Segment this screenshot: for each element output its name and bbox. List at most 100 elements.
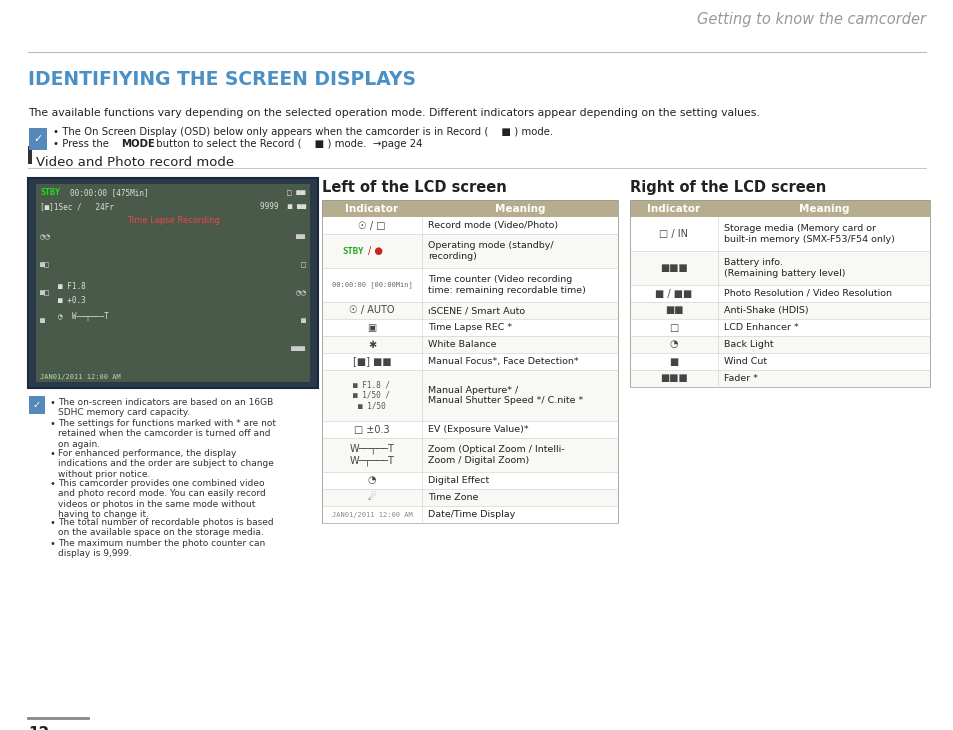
Bar bbox=[629, 251, 929, 285]
Text: IDENTIFIYING THE SCREEN DISPLAYS: IDENTIFIYING THE SCREEN DISPLAYS bbox=[28, 70, 416, 89]
Text: 00:00:00 [00:00Min]: 00:00:00 [00:00Min] bbox=[332, 282, 412, 288]
Text: ■: ■ bbox=[301, 316, 306, 325]
Text: □: □ bbox=[301, 260, 306, 269]
Text: ◔◔: ◔◔ bbox=[40, 232, 50, 241]
Text: Right of the LCD screen: Right of the LCD screen bbox=[629, 180, 825, 195]
Text: EV (Exposure Value)*: EV (Exposure Value)* bbox=[428, 425, 528, 434]
Text: 00:00:00 [475Min]: 00:00:00 [475Min] bbox=[70, 188, 149, 197]
Bar bbox=[322, 234, 618, 268]
Bar bbox=[322, 200, 618, 217]
Text: Meaning: Meaning bbox=[495, 204, 545, 213]
Text: The on-screen indicators are based on an 16GB
SDHC memory card capacity.: The on-screen indicators are based on an… bbox=[58, 398, 273, 418]
Bar bbox=[629, 200, 929, 387]
Text: ıSCENE / Smart Auto: ıSCENE / Smart Auto bbox=[428, 306, 524, 315]
Text: •: • bbox=[50, 479, 56, 489]
Text: •: • bbox=[50, 419, 56, 429]
Text: ■ F1.8 /
■ 1/50 /
■ 1/50: ■ F1.8 / ■ 1/50 / ■ 1/50 bbox=[354, 380, 390, 410]
Bar bbox=[322, 370, 618, 421]
Text: Operating mode (standby/
recording): Operating mode (standby/ recording) bbox=[428, 242, 553, 261]
Text: 9999  ■ ■■: 9999 ■ ■■ bbox=[259, 202, 306, 211]
Text: □ ±0.3: □ ±0.3 bbox=[354, 425, 390, 434]
Text: 12: 12 bbox=[28, 726, 50, 730]
Text: • The On Screen Display (OSD) below only appears when the camcorder is in Record: • The On Screen Display (OSD) below only… bbox=[53, 127, 553, 137]
Text: ■: ■ bbox=[40, 316, 45, 325]
Text: ■■: ■■ bbox=[295, 232, 306, 241]
Text: Photo Resolution / Video Resolution: Photo Resolution / Video Resolution bbox=[723, 289, 891, 298]
Text: Date/Time Display: Date/Time Display bbox=[428, 510, 515, 519]
Bar bbox=[629, 200, 929, 217]
Text: The total number of recordable photos is based
on the available space on the sto: The total number of recordable photos is… bbox=[58, 518, 274, 537]
Text: ◔: ◔ bbox=[669, 339, 678, 350]
Bar bbox=[629, 336, 929, 353]
Text: White Balance: White Balance bbox=[428, 340, 496, 349]
Text: For enhanced performance, the display
indications and the order are subject to c: For enhanced performance, the display in… bbox=[58, 449, 274, 479]
Text: Digital Effect: Digital Effect bbox=[428, 476, 489, 485]
Text: Storage media (Memory card or
built-in memory (SMX-F53/F54 only): Storage media (Memory card or built-in m… bbox=[723, 224, 894, 244]
Text: Left of the LCD screen: Left of the LCD screen bbox=[322, 180, 506, 195]
Text: ✓: ✓ bbox=[33, 400, 41, 410]
Bar bbox=[322, 489, 618, 506]
Text: Meaning: Meaning bbox=[798, 204, 848, 213]
Text: ☉ / □: ☉ / □ bbox=[358, 220, 385, 231]
Text: Manual Focus*, Face Detection*: Manual Focus*, Face Detection* bbox=[428, 357, 578, 366]
Text: Time Lapse Recording: Time Lapse Recording bbox=[127, 216, 219, 225]
Text: • Press the: • Press the bbox=[53, 139, 112, 149]
Text: ✓: ✓ bbox=[33, 134, 43, 144]
Text: ■■■: ■■■ bbox=[659, 263, 687, 273]
Text: Fader *: Fader * bbox=[723, 374, 758, 383]
Text: •: • bbox=[50, 449, 56, 459]
Text: □ ■■: □ ■■ bbox=[287, 188, 306, 197]
Text: ☄: ☄ bbox=[367, 493, 376, 502]
Text: ◔: ◔ bbox=[367, 475, 375, 485]
Text: •: • bbox=[50, 398, 56, 408]
Text: The settings for functions marked with * are not
retained when the camcorder is : The settings for functions marked with *… bbox=[58, 419, 275, 449]
Text: Manual Aperture* /
Manual Shutter Speed */ C.nite *: Manual Aperture* / Manual Shutter Speed … bbox=[428, 385, 582, 405]
Text: Time Lapse REC *: Time Lapse REC * bbox=[428, 323, 512, 332]
Text: ■ +0.3: ■ +0.3 bbox=[58, 296, 86, 305]
Bar bbox=[29, 396, 45, 414]
Text: Zoom (Optical Zoom / Intelli-
Zoom / Digital Zoom): Zoom (Optical Zoom / Intelli- Zoom / Dig… bbox=[428, 445, 564, 465]
Text: LCD Enhancer *: LCD Enhancer * bbox=[723, 323, 798, 332]
Text: [■] ■■: [■] ■■ bbox=[353, 356, 391, 366]
Text: ■□: ■□ bbox=[40, 260, 50, 269]
Text: ◔  W──┬───T: ◔ W──┬───T bbox=[58, 312, 109, 321]
Bar bbox=[322, 217, 618, 234]
Text: □: □ bbox=[669, 323, 678, 332]
Text: ■ F1.8: ■ F1.8 bbox=[58, 282, 86, 291]
Text: •: • bbox=[50, 518, 56, 528]
Text: button to select the Record (    ■ ) mode.  →page 24: button to select the Record ( ■ ) mode. … bbox=[152, 139, 422, 149]
Text: JAN01/2011 12:00 AM: JAN01/2011 12:00 AM bbox=[332, 512, 412, 518]
Text: Anti-Shake (HDIS): Anti-Shake (HDIS) bbox=[723, 306, 808, 315]
Bar bbox=[322, 319, 618, 336]
Text: Getting to know the camcorder: Getting to know the camcorder bbox=[697, 12, 925, 27]
Text: □ / IN: □ / IN bbox=[659, 229, 688, 239]
Text: ■■■: ■■■ bbox=[291, 344, 306, 353]
Bar bbox=[629, 370, 929, 387]
Bar bbox=[629, 319, 929, 336]
Text: Indicator: Indicator bbox=[647, 204, 700, 213]
Bar bbox=[28, 178, 317, 388]
Bar bbox=[36, 184, 310, 382]
Text: The available functions vary depending on the selected operation mode. Different: The available functions vary depending o… bbox=[28, 108, 759, 118]
Bar bbox=[629, 353, 929, 370]
Text: [■]1Sec /   24Fr: [■]1Sec / 24Fr bbox=[40, 202, 113, 211]
Bar bbox=[322, 421, 618, 438]
Bar bbox=[29, 128, 47, 150]
Text: ■□: ■□ bbox=[40, 288, 50, 297]
Bar bbox=[322, 438, 618, 472]
Text: Back Light: Back Light bbox=[723, 340, 773, 349]
Text: MODE: MODE bbox=[121, 139, 154, 149]
Text: ■: ■ bbox=[669, 356, 678, 366]
Bar bbox=[322, 472, 618, 489]
Text: The maximum number the photo counter can
display is 9,999.: The maximum number the photo counter can… bbox=[58, 539, 265, 558]
Text: Video and Photo record mode: Video and Photo record mode bbox=[36, 156, 233, 169]
Text: / ●: / ● bbox=[368, 246, 382, 256]
Bar bbox=[629, 302, 929, 319]
Bar bbox=[322, 336, 618, 353]
Bar bbox=[322, 506, 618, 523]
Text: ◔◔: ◔◔ bbox=[295, 288, 306, 297]
Bar bbox=[322, 353, 618, 370]
Text: ✱: ✱ bbox=[368, 339, 375, 350]
Text: STBY: STBY bbox=[342, 247, 364, 255]
Bar bbox=[322, 200, 618, 523]
